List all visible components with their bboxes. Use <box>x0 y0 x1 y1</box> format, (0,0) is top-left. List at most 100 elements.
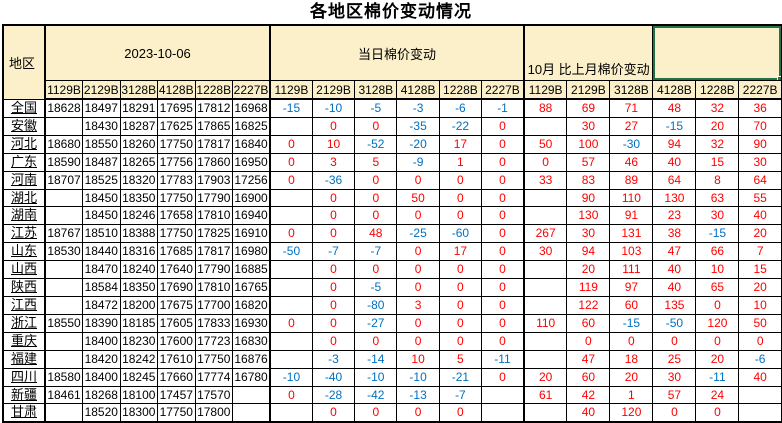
region-cell[interactable]: 重庆 <box>2 331 46 351</box>
monthly-change-cell[interactable]: 10 <box>738 295 782 315</box>
daily-change-cell[interactable]: -80 <box>354 295 398 315</box>
daily-change-cell[interactable]: 10 <box>311 134 356 154</box>
region-cell[interactable]: 湖南 <box>2 206 46 226</box>
daily-change-cell[interactable]: 0 <box>311 313 356 333</box>
monthly-change-cell[interactable]: 23 <box>652 206 697 226</box>
price-cell[interactable]: 16950 <box>232 152 271 172</box>
daily-change-cell[interactable]: -7 <box>354 242 398 262</box>
daily-change-cell[interactable]: 0 <box>396 331 440 351</box>
daily-change-cell[interactable]: 0 <box>354 260 398 280</box>
price-cell[interactable]: 17833 <box>194 313 233 333</box>
region-cell[interactable]: 福建 <box>2 349 46 369</box>
daily-change-cell[interactable] <box>269 206 313 226</box>
daily-change-cell[interactable] <box>269 331 313 351</box>
region-cell[interactable]: 全国 <box>2 98 46 118</box>
monthly-change-cell[interactable]: 38 <box>652 224 697 244</box>
daily-change-cell[interactable]: 0 <box>481 278 525 297</box>
price-cell[interactable]: 18550 <box>82 134 121 154</box>
daily-change-cell[interactable] <box>269 349 313 369</box>
daily-change-cell[interactable]: -20 <box>396 134 440 154</box>
daily-change-cell[interactable]: 0 <box>481 224 525 244</box>
monthly-change-cell[interactable] <box>522 331 568 351</box>
price-cell[interactable]: 18316 <box>119 242 158 262</box>
daily-change-cell[interactable] <box>269 116 313 136</box>
monthly-change-cell[interactable]: 94 <box>566 242 611 262</box>
monthly-change-cell[interactable]: 88 <box>522 98 568 118</box>
daily-change-cell[interactable]: 0 <box>438 260 483 280</box>
daily-change-cell[interactable]: -10 <box>396 367 440 387</box>
column-code-cell[interactable]: 1129B <box>44 80 83 100</box>
daily-change-cell[interactable]: 0 <box>438 188 483 208</box>
daily-change-cell[interactable]: -5 <box>354 278 398 297</box>
monthly-change-cell[interactable]: 47 <box>566 349 611 369</box>
daily-change-cell[interactable]: 0 <box>311 278 356 297</box>
price-cell[interactable]: 18350 <box>119 188 158 208</box>
daily-change-cell[interactable] <box>269 260 313 280</box>
daily-change-cell[interactable]: 48 <box>354 224 398 244</box>
column-code-cell[interactable]: 1129B <box>522 80 568 100</box>
daily-change-cell[interactable]: -7 <box>311 242 356 262</box>
daily-change-cell[interactable] <box>481 385 525 405</box>
daily-change-cell[interactable]: 0 <box>311 116 356 136</box>
monthly-change-cell[interactable]: 111 <box>609 260 654 280</box>
price-cell[interactable]: 17600 <box>157 331 196 351</box>
daily-change-cell[interactable]: 0 <box>354 170 398 190</box>
price-cell[interactable]: 18580 <box>44 367 83 387</box>
price-cell[interactable]: 17660 <box>157 367 196 387</box>
daily-change-cell[interactable]: 0 <box>311 295 356 315</box>
daily-change-cell[interactable]: -28 <box>311 385 356 405</box>
price-cell[interactable]: 16825 <box>232 116 271 136</box>
monthly-change-cell[interactable]: 90 <box>738 134 782 154</box>
price-cell[interactable]: 17570 <box>194 385 233 405</box>
region-cell[interactable]: 山东 <box>2 242 46 262</box>
monthly-change-cell[interactable]: 20 <box>695 116 740 136</box>
monthly-change-cell[interactable] <box>522 403 568 423</box>
price-cell[interactable]: 16830 <box>232 331 271 351</box>
monthly-change-cell[interactable]: 0 <box>652 331 697 351</box>
price-cell[interactable]: 17750 <box>157 403 196 423</box>
monthly-change-cell[interactable]: 57 <box>652 385 697 405</box>
daily-change-cell[interactable]: 0 <box>438 295 483 315</box>
monthly-change-cell[interactable]: 40 <box>652 278 697 297</box>
price-cell[interactable]: 16780 <box>232 367 271 387</box>
monthly-change-cell[interactable]: 30 <box>695 206 740 226</box>
price-cell[interactable]: 16900 <box>232 188 271 208</box>
daily-change-cell[interactable]: -35 <box>396 116 440 136</box>
monthly-change-cell[interactable]: 20 <box>609 367 654 387</box>
monthly-change-cell[interactable]: 130 <box>652 188 697 208</box>
daily-change-cell[interactable]: -25 <box>396 224 440 244</box>
monthly-change-cell[interactable]: 120 <box>695 313 740 333</box>
monthly-change-cell[interactable]: 42 <box>566 385 611 405</box>
monthly-change-cell[interactable] <box>522 206 568 226</box>
monthly-change-cell[interactable]: 20 <box>738 224 782 244</box>
daily-change-cell[interactable]: 0 <box>481 367 525 387</box>
price-cell[interactable]: 18265 <box>119 152 158 172</box>
daily-change-cell[interactable]: 1 <box>438 152 483 172</box>
daily-change-cell[interactable]: 0 <box>311 331 356 351</box>
daily-change-cell[interactable]: 0 <box>269 313 313 333</box>
monthly-change-cell[interactable]: 135 <box>652 295 697 315</box>
price-cell[interactable]: 16930 <box>232 313 271 333</box>
price-cell[interactable]: 17817 <box>194 242 233 262</box>
monthly-change-cell[interactable]: 48 <box>652 98 697 118</box>
daily-change-cell[interactable]: 0 <box>269 134 313 154</box>
monthly-change-cell[interactable]: -15 <box>652 116 697 136</box>
price-cell[interactable]: 18487 <box>82 152 121 172</box>
column-code-cell[interactable]: 2129B <box>82 80 121 100</box>
price-cell[interactable] <box>44 116 83 136</box>
price-cell[interactable] <box>44 260 83 280</box>
price-cell[interactable]: 18291 <box>119 98 158 118</box>
monthly-change-cell[interactable]: 46 <box>609 152 654 172</box>
price-cell[interactable]: 17690 <box>157 278 196 297</box>
monthly-change-cell[interactable]: 15 <box>695 152 740 172</box>
monthly-change-cell[interactable]: 69 <box>566 98 611 118</box>
region-column-header[interactable]: 地区 <box>2 24 46 100</box>
price-cell[interactable]: 17605 <box>157 313 196 333</box>
selected-range[interactable] <box>652 24 782 81</box>
daily-change-cell[interactable]: 10 <box>396 349 440 369</box>
region-cell[interactable]: 湖北 <box>2 188 46 208</box>
monthly-change-cell[interactable]: 103 <box>609 242 654 262</box>
region-cell[interactable]: 江西 <box>2 295 46 315</box>
daily-change-cell[interactable]: 17 <box>438 134 483 154</box>
price-cell[interactable]: 18200 <box>119 295 158 315</box>
